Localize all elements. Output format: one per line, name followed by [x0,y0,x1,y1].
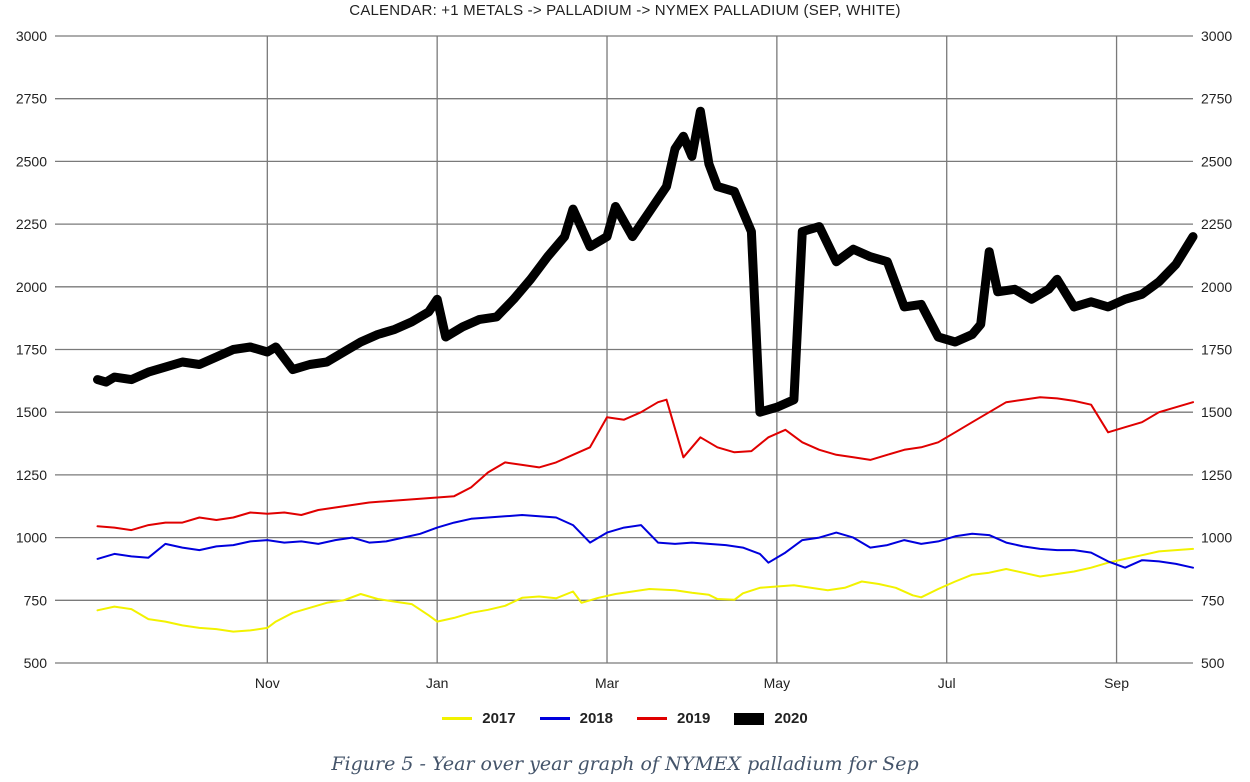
legend-item-2018: 2018 [539,710,613,727]
x-tick-label: May [764,675,790,691]
legend-label: 2018 [579,710,613,727]
y-tick-label-right: 1250 [1201,467,1232,483]
x-tick-label: Jan [426,675,449,691]
y-tick-label-left: 2500 [16,153,47,169]
series-line-2020 [93,106,1198,417]
chart-title: CALENDAR: +1 METALS -> PALLADIUM -> NYME… [349,2,901,19]
y-tick-label-right: 2750 [1201,91,1232,107]
y-tick-label-right: 2500 [1201,153,1232,169]
y-tick-label-left: 1750 [16,342,47,358]
y-tick-label-left: 3000 [16,28,47,44]
line-chart: 500 500 750 750 1000 1000 1250 1250 1500 1500 1750… [16,28,1233,691]
series-line-2019 [96,396,1194,532]
series-group [93,106,1198,633]
legend-swatch [539,717,570,720]
legend-label: 2020 [774,710,808,727]
legend-swatch [637,717,667,720]
y-tick-label-left: 2750 [16,91,47,107]
y-tick-label-left: 2250 [16,216,47,232]
y-tick-label-left: 750 [24,592,48,608]
y-tick-label-right: 500 [1201,655,1225,671]
y-tick-label-left: 500 [24,655,48,671]
grid [55,35,1193,664]
legend-label: 2017 [482,710,516,727]
y-tick-label-right: 3000 [1201,28,1232,44]
y-tick-label-right: 1750 [1201,342,1232,358]
y-tick-label-right: 2250 [1201,216,1232,232]
series-line-2017 [96,547,1194,633]
y-tick-label-left: 2000 [16,279,47,295]
legend-label: 2019 [677,710,711,727]
y-tick-label-left: 1500 [16,404,47,420]
y-tick-label-right: 1000 [1201,530,1232,546]
legend-swatch [734,712,765,725]
legend: 2017 2018 2019 2020 [0,710,1250,727]
tick-labels: 500 500 750 750 1000 1000 1250 1250 1500 1500 1750… [16,28,1233,691]
series-line-2018 [96,514,1194,569]
y-tick-label-left: 1250 [16,467,47,483]
legend-item-2017: 2017 [442,710,516,727]
x-tick-label: Mar [595,675,619,691]
x-tick-label: Sep [1104,675,1129,691]
y-tick-label-right: 750 [1201,592,1225,608]
legend-swatch [442,717,473,720]
figure-caption: Figure 5 - Year over year graph of NYMEX… [331,753,919,775]
legend-item-2020: 2020 [734,710,808,727]
y-tick-label-left: 1000 [16,530,47,546]
x-tick-label: Jul [938,675,956,691]
y-tick-label-right: 2000 [1201,279,1232,295]
legend-item-2019: 2019 [637,710,710,727]
y-tick-label-right: 1500 [1201,404,1232,420]
x-tick-label: Nov [255,675,280,691]
